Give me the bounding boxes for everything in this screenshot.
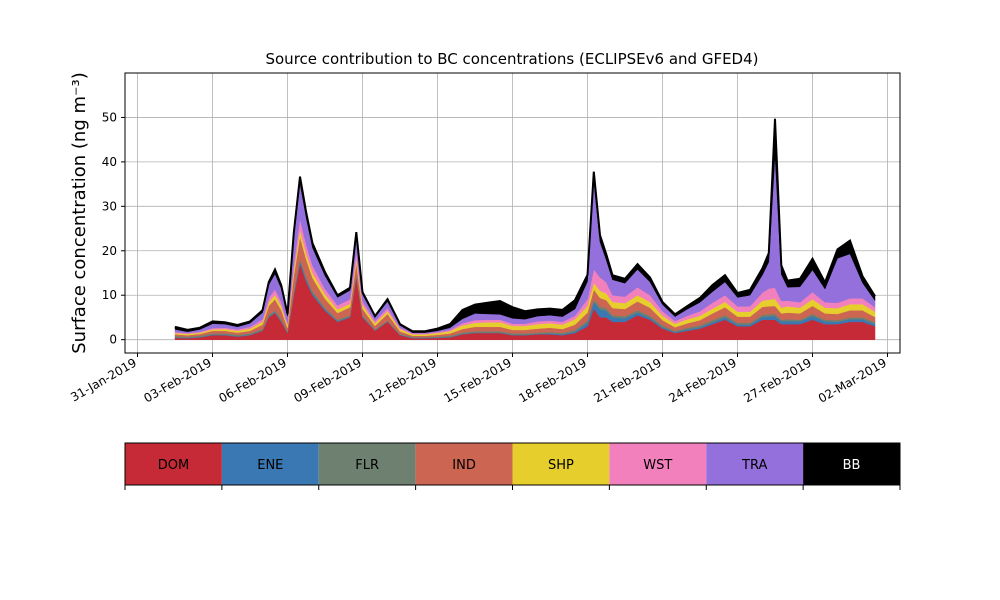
grid-lines (125, 73, 900, 353)
chart-title: Source contribution to BC concentrations… (265, 50, 758, 68)
legend-label: WST (643, 458, 672, 473)
legend-swatch (512, 443, 610, 485)
legend-swatch (706, 443, 804, 485)
legend-item-shp: SHP (512, 443, 610, 485)
legend-label: FLR (355, 458, 379, 473)
legend-item-bb: BB (803, 443, 900, 485)
legend-colorbar: DOM ENE FLR IND SHP WST TRA BB (124, 442, 901, 490)
y-tick-label: 10 (102, 288, 117, 302)
legend-swatch (318, 443, 416, 485)
legend-swatch (221, 443, 319, 485)
y-tick-label: 0 (109, 333, 117, 347)
legend-swatch (609, 443, 707, 485)
legend-item-ene: ENE (221, 443, 319, 485)
legend-swatch (125, 443, 222, 485)
legend-item-ind: IND (415, 443, 513, 485)
y-tick-label: 50 (102, 110, 117, 124)
legend-label: DOM (158, 458, 189, 473)
total-line (174, 118, 876, 333)
legend-swatch (803, 443, 900, 485)
legend-item-flr: FLR (318, 443, 416, 485)
legend-item-dom: DOM (125, 443, 222, 485)
legend-label: SHP (548, 458, 574, 473)
y-axis: 0 10 20 30 40 50 (102, 110, 125, 347)
legend-swatch (415, 443, 513, 485)
y-tick-label: 30 (102, 199, 117, 213)
y-axis-label: Surface concentration (ng m⁻³) (69, 72, 90, 354)
legend-label: ENE (257, 458, 283, 473)
y-tick-label: 40 (102, 155, 117, 169)
total-outline (174, 118, 876, 333)
legend-label: IND (452, 458, 476, 473)
legend-item-tra: TRA (706, 443, 804, 485)
legend-label: BB (843, 458, 861, 473)
legend-item-wst: WST (609, 443, 707, 485)
y-tick-label: 20 (102, 244, 117, 258)
legend-label: TRA (741, 458, 767, 473)
